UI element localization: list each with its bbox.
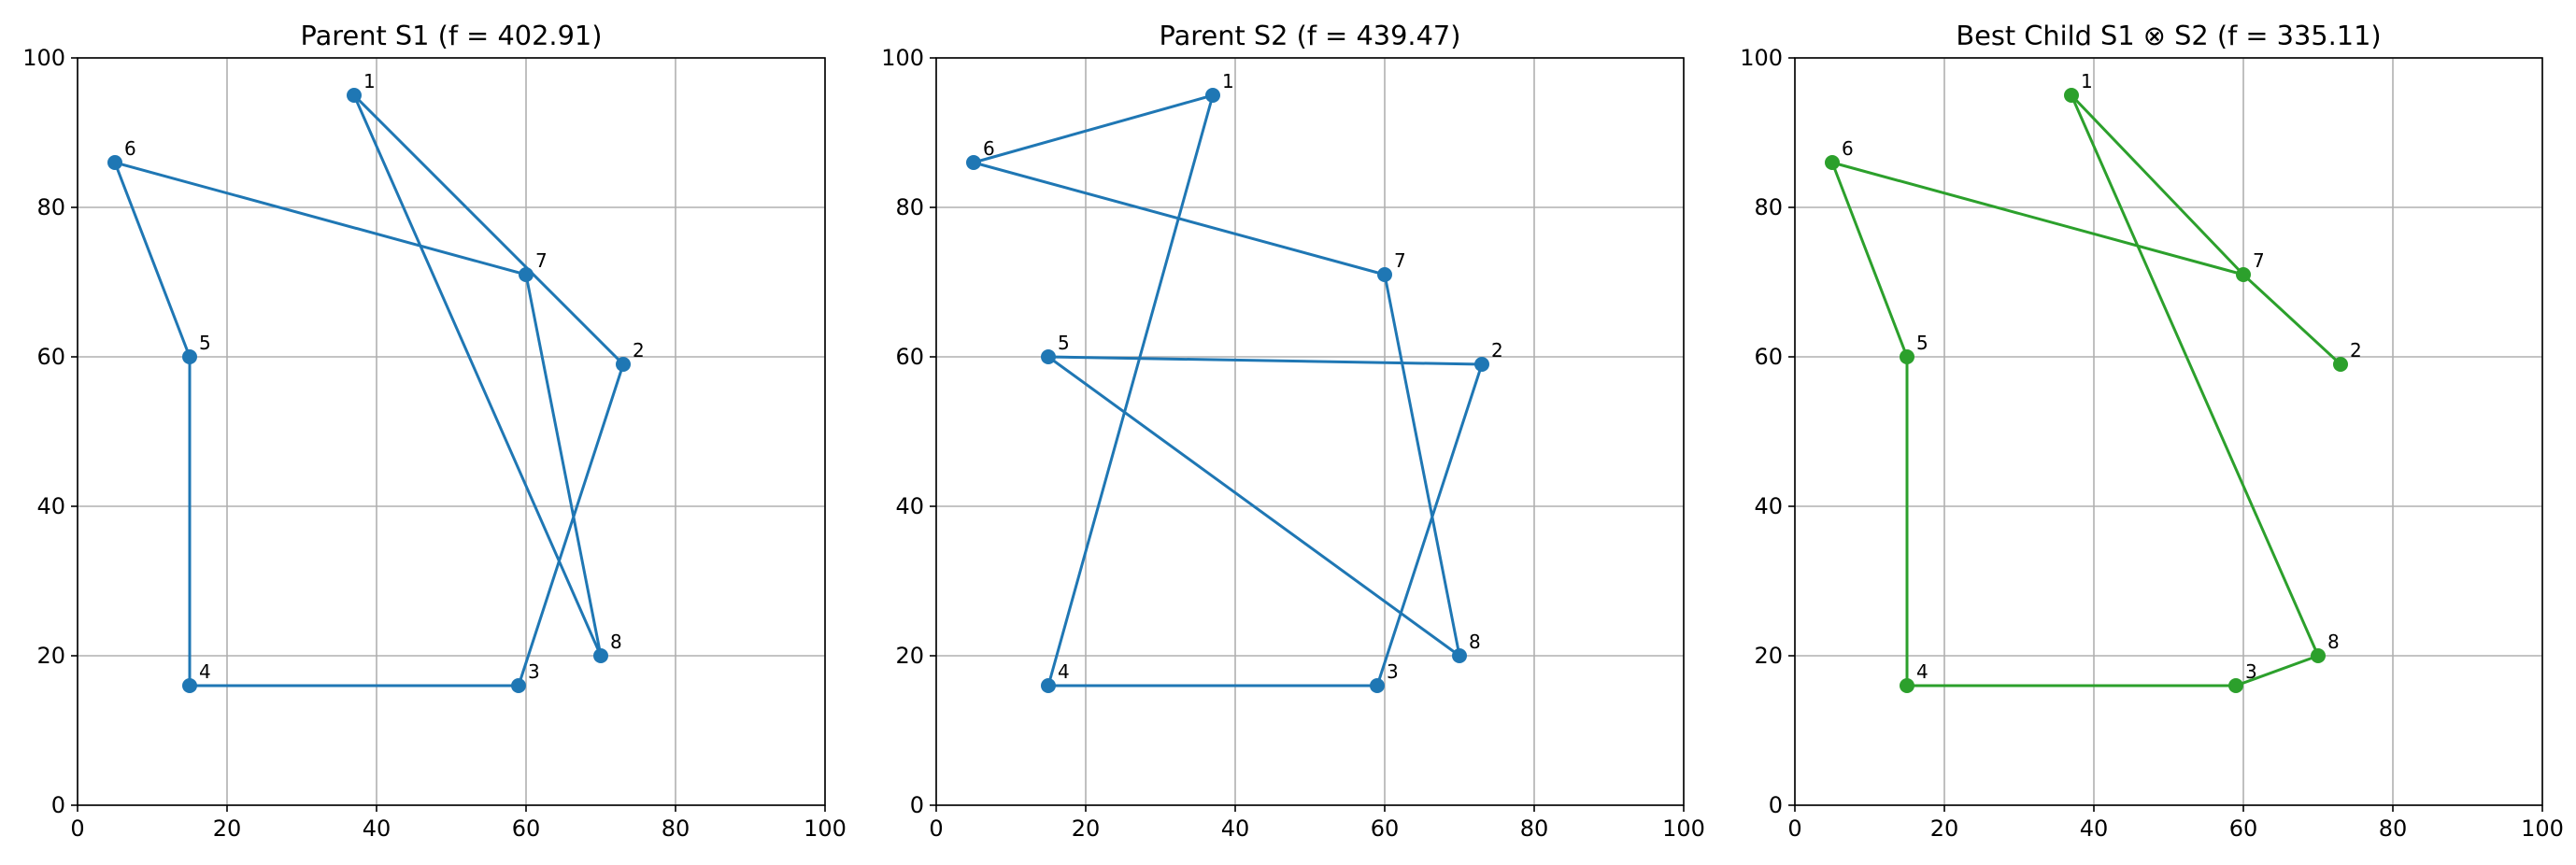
x-tick-label: 60 [1371,815,1400,842]
node-point [1205,88,1220,103]
y-tick-label: 40 [36,493,65,519]
node-label: 8 [610,631,622,653]
y-tick-label: 100 [881,45,924,71]
x-tick-label: 60 [2229,815,2258,842]
y-tick-label: 80 [895,194,924,220]
node-point [1452,648,1467,663]
node-point [2333,357,2348,372]
y-tick-label: 20 [36,643,65,669]
y-tick-label: 60 [895,344,924,370]
node-point [1474,357,1489,372]
node-point [347,88,362,103]
node-label: 8 [1469,631,1481,653]
x-tick-label: 20 [1072,815,1101,842]
node-label: 7 [2253,249,2265,272]
node-point [182,678,197,693]
node-label: 3 [1387,660,1399,683]
node-point [593,648,608,663]
y-tick-label: 0 [51,792,65,818]
axes-frame [1794,57,2543,806]
node-label: 3 [528,660,540,683]
node-point [1825,155,1840,170]
node-label: 7 [535,249,548,272]
node-point [2236,267,2251,282]
route-line [113,93,625,688]
node-label: 8 [2327,631,2340,653]
y-tick-label: 0 [910,792,924,818]
x-tick-label: 0 [1787,815,1801,842]
y-tick-label: 60 [1754,344,1783,370]
x-tick-label: 40 [363,815,391,842]
node-label: 1 [2081,70,2093,92]
x-tick-label: 100 [1662,815,1705,842]
x-tick-label: 80 [2379,815,2408,842]
y-tick-label: 40 [895,493,924,519]
node-point [616,357,631,372]
node-label: 2 [633,339,645,362]
y-tick-label: 20 [895,643,924,669]
y-tick-label: 0 [1769,792,1783,818]
y-tick-label: 100 [1740,45,1783,71]
x-tick-label: 0 [70,815,84,842]
x-tick-label: 40 [2080,815,2109,842]
x-tick-label: 100 [2521,815,2564,842]
node-point [1041,678,1056,693]
x-tick-label: 60 [512,815,541,842]
node-point [1900,678,1914,693]
node-point [1041,349,1056,364]
node-label: 2 [1491,339,1503,362]
y-tick-label: 20 [1754,643,1783,669]
x-tick-label: 80 [1520,815,1549,842]
node-label: 5 [1916,332,1928,354]
y-tick-label: 100 [22,45,65,71]
node-label: 6 [1842,137,1854,160]
node-point [2064,88,2079,103]
node-label: 5 [199,332,211,354]
node-point [511,678,526,693]
node-point [519,267,534,282]
route-line [972,93,1484,688]
x-tick-label: 0 [929,815,943,842]
y-tick-label: 80 [1754,194,1783,220]
node-point [107,155,122,170]
node-label: 5 [1058,332,1070,354]
node-label: 1 [363,70,376,92]
axes-frame [77,57,826,806]
x-tick-label: 40 [1221,815,1250,842]
chart-title: Best Child S1 ⊗ S2 (f = 335.11) [1956,20,2381,51]
node-label: 6 [983,137,995,160]
y-tick-label: 80 [36,194,65,220]
x-tick-label: 80 [662,815,690,842]
x-tick-label: 100 [804,815,847,842]
node-label: 1 [1222,70,1234,92]
node-label: 6 [124,137,136,160]
axes-frame [935,57,1685,806]
x-tick-label: 20 [213,815,242,842]
route-line [1830,93,2342,688]
x-tick-label: 20 [1930,815,1959,842]
chart-title: Parent S2 (f = 439.47) [1160,20,1461,51]
node-point [2311,648,2326,663]
node-point [1377,267,1392,282]
y-tick-label: 40 [1754,493,1783,519]
node-label: 3 [2245,660,2257,683]
node-label: 4 [1058,660,1070,683]
y-tick-label: 60 [36,344,65,370]
node-label: 4 [1916,660,1928,683]
node-point [182,349,197,364]
node-point [1370,678,1385,693]
node-point [1900,349,1914,364]
node-point [966,155,981,170]
node-label: 4 [199,660,211,683]
node-label: 7 [1394,249,1406,272]
node-point [2228,678,2243,693]
chart-title: Parent S1 (f = 402.91) [301,20,603,51]
node-label: 2 [2350,339,2362,362]
